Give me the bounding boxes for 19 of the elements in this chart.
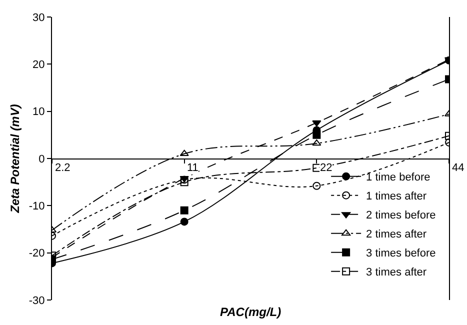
x-tick-label: 44 (452, 162, 464, 174)
y-tick-label: 0 (38, 153, 45, 166)
x-axis-title: PAC(mg/L) (220, 305, 282, 319)
y-tick-label: 20 (32, 59, 45, 72)
legend-label: 3 times after (366, 266, 427, 279)
y-axis-title: Zeta Potential (mV) (8, 104, 22, 214)
x-tick-label: 11 (187, 162, 198, 174)
legend-label: 1 times after (366, 190, 427, 203)
x-tick-label: 2.2 (55, 162, 70, 174)
x-tick-label: 22 (320, 162, 332, 174)
legend-label: 2 times after (366, 228, 427, 241)
legend-label: 2 times before (366, 210, 436, 222)
y-tick-label: 10 (32, 106, 45, 118)
y-tick-label: -10 (28, 200, 45, 213)
y-tick-label: -20 (28, 248, 45, 260)
legend-label: 1 time before (366, 172, 430, 184)
y-tick-label: -30 (28, 294, 45, 307)
legend-label: 3 times before (366, 248, 436, 260)
y-tick-label: 30 (32, 12, 45, 24)
